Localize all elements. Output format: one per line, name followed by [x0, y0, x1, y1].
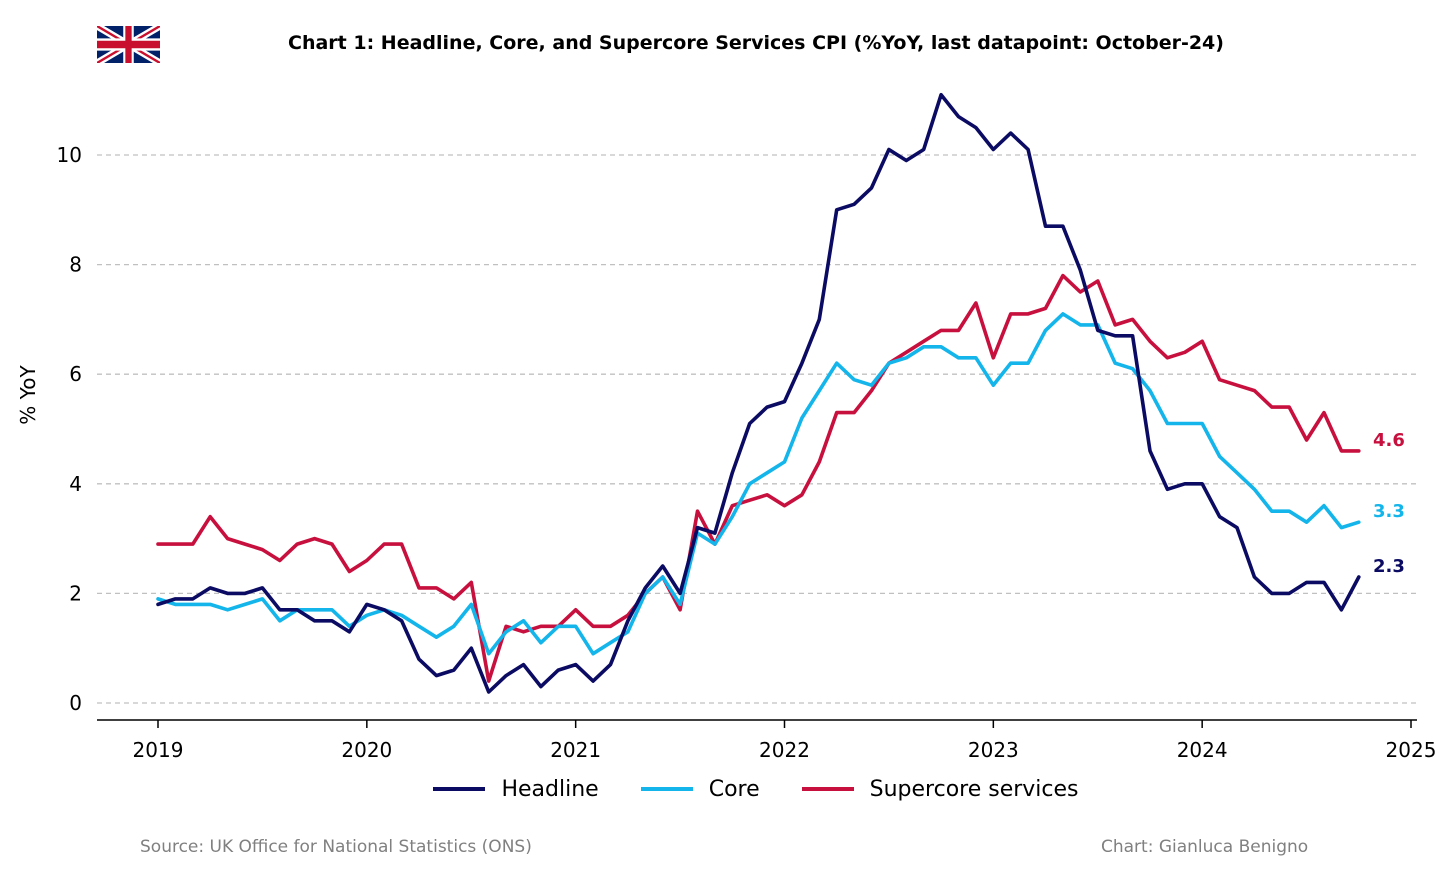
y-tick-label: 8 [69, 253, 82, 277]
source-note: Source: UK Office for National Statistic… [140, 837, 532, 857]
chart-title: Chart 1: Headline, Core, and Supercore S… [288, 32, 1224, 54]
legend-swatch [801, 787, 854, 791]
legend-item: Core [640, 776, 760, 802]
legend-item: Supercore services [801, 776, 1079, 802]
y-axis: 0 2 4 6 8 10 [57, 143, 82, 715]
legend-swatch [640, 787, 693, 791]
gridlines [97, 154, 1417, 704]
end-labels: 2.3 3.3 4.6 [1373, 430, 1405, 577]
x-tick-label: 2019 [133, 738, 184, 762]
y-tick-label: 6 [69, 362, 82, 386]
uk-flag-icon [97, 26, 160, 63]
y-axis-label: % YoY [16, 365, 40, 425]
x-tick-label: 2023 [968, 738, 1019, 762]
legend-label: Headline [501, 776, 599, 802]
legend-label: Supercore services [869, 776, 1079, 802]
end-label-headline: 2.3 [1373, 556, 1405, 577]
legend: Headline Core Supercore services [0, 772, 1456, 802]
x-tick-label: 2020 [341, 738, 392, 762]
chart-credit: Chart: Gianluca Benigno [1101, 837, 1309, 857]
y-tick-label: 0 [69, 691, 82, 715]
y-tick-label: 10 [57, 143, 82, 167]
y-tick-label: 2 [69, 581, 82, 605]
x-tick-label: 2025 [1386, 738, 1437, 762]
end-label-core: 3.3 [1373, 501, 1405, 522]
x-tick-label: 2021 [550, 738, 601, 762]
series-line-headline [156, 92, 1361, 694]
x-tick-label: 2022 [759, 738, 810, 762]
legend-label: Core [708, 776, 760, 802]
x-axis: 2019 2020 2021 2022 2023 2024 2025 [97, 719, 1437, 762]
series-line-supercore-services [156, 273, 1361, 683]
series-lines [156, 92, 1361, 694]
x-tick-label: 2024 [1177, 738, 1228, 762]
end-label-supercore-services: 4.6 [1373, 430, 1405, 451]
legend-item: Headline [433, 776, 599, 802]
legend-swatch [433, 787, 486, 791]
y-tick-label: 4 [69, 472, 82, 496]
